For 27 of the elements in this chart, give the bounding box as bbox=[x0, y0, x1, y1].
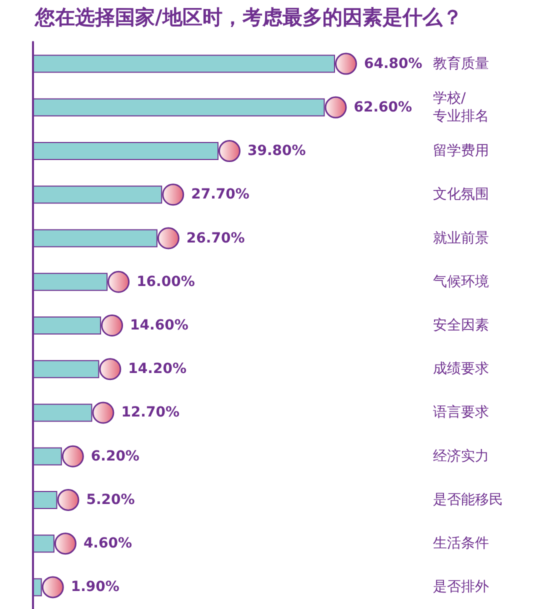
y-tick-label: 学校/ 专业排名 bbox=[433, 90, 489, 124]
data-label: 6.20% bbox=[90, 448, 140, 464]
y-tick-label: 安全因素 bbox=[433, 318, 489, 334]
data-label: 16.00% bbox=[136, 274, 195, 290]
data-label: 1.90% bbox=[70, 579, 120, 596]
y-tick-label: 就业前景 bbox=[433, 230, 489, 246]
data-label: 12.70% bbox=[121, 404, 180, 421]
data-label: 14.60% bbox=[130, 318, 188, 334]
chart-title: 您在选择国家/地区时，考虑最多的因素是什么？ bbox=[34, 5, 462, 29]
y-tick-label: 文化氛围 bbox=[433, 186, 489, 203]
y-tick-label: 留学费用 bbox=[433, 143, 489, 160]
y-tick-label: 经济实力 bbox=[433, 448, 489, 464]
y-tick-label: 语言要求 bbox=[433, 404, 489, 421]
data-label: 26.70% bbox=[186, 230, 245, 246]
y-tick-label: 成绩要求 bbox=[433, 361, 489, 378]
data-label: 5.20% bbox=[86, 492, 135, 508]
y-tick-label: 气候环境 bbox=[433, 274, 489, 290]
y-tick-label: 教育质量 bbox=[433, 54, 489, 72]
data-label: 4.60% bbox=[83, 536, 132, 552]
data-label: 14.20% bbox=[128, 361, 186, 378]
y-tick-label: 是否能移民 bbox=[433, 492, 503, 508]
y-tick-label: 是否排外 bbox=[433, 579, 489, 596]
data-label: 64.80% bbox=[364, 56, 422, 72]
data-label: 62.60% bbox=[354, 99, 412, 116]
data-label: 27.70% bbox=[191, 186, 250, 203]
y-tick-label: 生活条件 bbox=[433, 536, 489, 552]
data-label: 39.80% bbox=[247, 143, 306, 160]
